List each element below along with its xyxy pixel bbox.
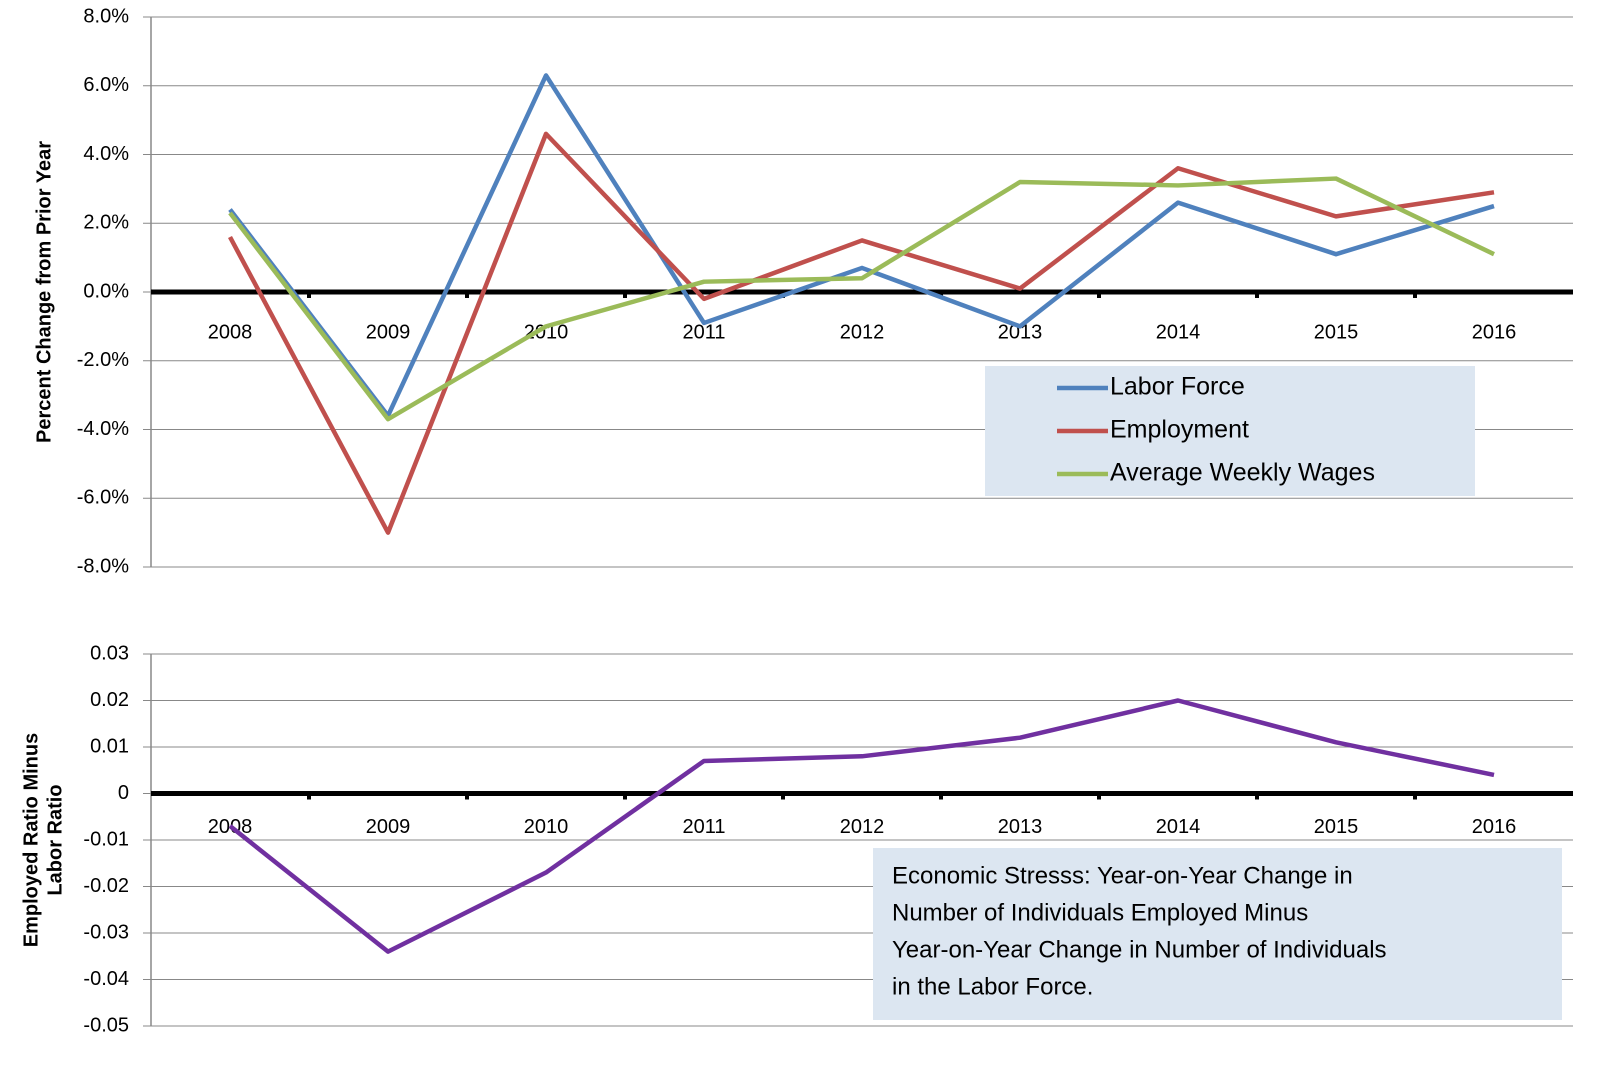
y-axis-label: Labor Ratio	[44, 784, 66, 895]
annotation-box	[873, 848, 1562, 1020]
x-tick-label: 2010	[524, 321, 569, 343]
y-axis-label: Employed Ratio Minus	[20, 733, 42, 947]
x-tick-label: 2010	[524, 816, 569, 838]
annotation-text: Number of Individuals Employed Minus	[892, 899, 1308, 926]
y-tick-label: -8.0%	[77, 555, 129, 577]
x-tick-label: 2015	[1314, 816, 1359, 838]
y-tick-label: 0.03	[90, 642, 129, 664]
x-tick-label: 2014	[1156, 321, 1201, 343]
y-tick-label: 0	[118, 782, 129, 804]
y-tick-label: -2.0%	[77, 349, 129, 371]
y-tick-label: -0.01	[83, 828, 129, 850]
y-tick-label: 4.0%	[83, 143, 129, 165]
annotation-text: Year-on-Year Change in Number of Individ…	[892, 936, 1387, 963]
y-tick-label: -0.05	[83, 1014, 129, 1036]
x-tick-label: 2013	[998, 321, 1043, 343]
y-tick-label: 2.0%	[83, 212, 129, 234]
y-tick-label: 6.0%	[83, 74, 129, 96]
annotation-text: Economic Stresss: Year-on-Year Change in	[892, 862, 1353, 889]
x-tick-label: 2009	[366, 816, 411, 838]
y-tick-label: -4.0%	[77, 418, 129, 440]
y-tick-label: 0.02	[90, 689, 129, 711]
y-axis-label: Percent Change from Prior Year	[33, 141, 55, 443]
line-series	[228, 176, 1495, 422]
x-tick-label: 2011	[682, 321, 725, 343]
y-tick-label: -0.03	[83, 921, 129, 943]
x-tick-label: 2009	[366, 321, 411, 343]
line-series	[228, 73, 1495, 418]
x-tick-label: 2015	[1314, 321, 1359, 343]
x-tick-label: 2016	[1472, 321, 1517, 343]
x-tick-label: 2014	[1156, 816, 1201, 838]
legend-label: Average Weekly Wages	[1110, 459, 1375, 487]
x-tick-label: 2011	[682, 816, 725, 838]
y-tick-label: 8.0%	[83, 5, 129, 27]
legend-label: Labor Force	[1110, 373, 1245, 401]
x-tick-label: 2012	[840, 816, 885, 838]
annotation-text: in the Labor Force.	[892, 973, 1093, 1000]
y-tick-label: 0.0%	[83, 280, 129, 302]
line-series	[228, 698, 1495, 954]
y-tick-label: -0.02	[83, 875, 129, 897]
y-tick-label: -0.04	[83, 968, 129, 990]
x-tick-label: 2013	[998, 816, 1043, 838]
y-tick-label: 0.01	[90, 735, 129, 757]
y-tick-label: -6.0%	[77, 487, 129, 509]
x-tick-label: 2008	[208, 321, 253, 343]
x-tick-label: 2012	[840, 321, 885, 343]
legend-label: Employment	[1110, 416, 1249, 444]
x-tick-label: 2016	[1472, 816, 1517, 838]
line-series	[228, 131, 1495, 535]
